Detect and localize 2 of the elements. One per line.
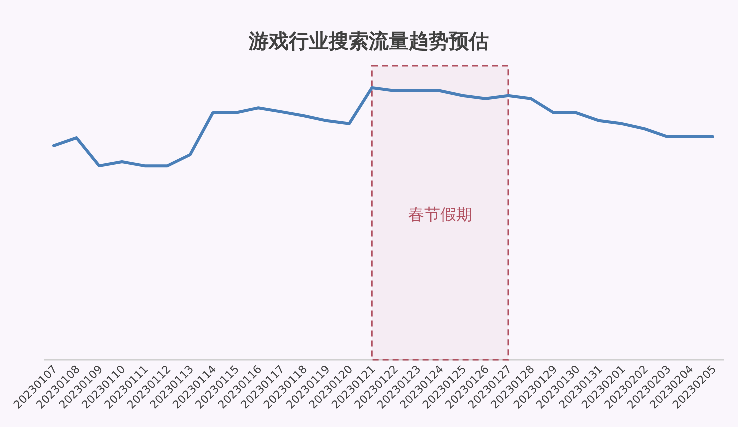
chart-title: 游戏行业搜索流量趋势预估 [248, 29, 489, 53]
band-label: 春节假期 [408, 205, 472, 224]
